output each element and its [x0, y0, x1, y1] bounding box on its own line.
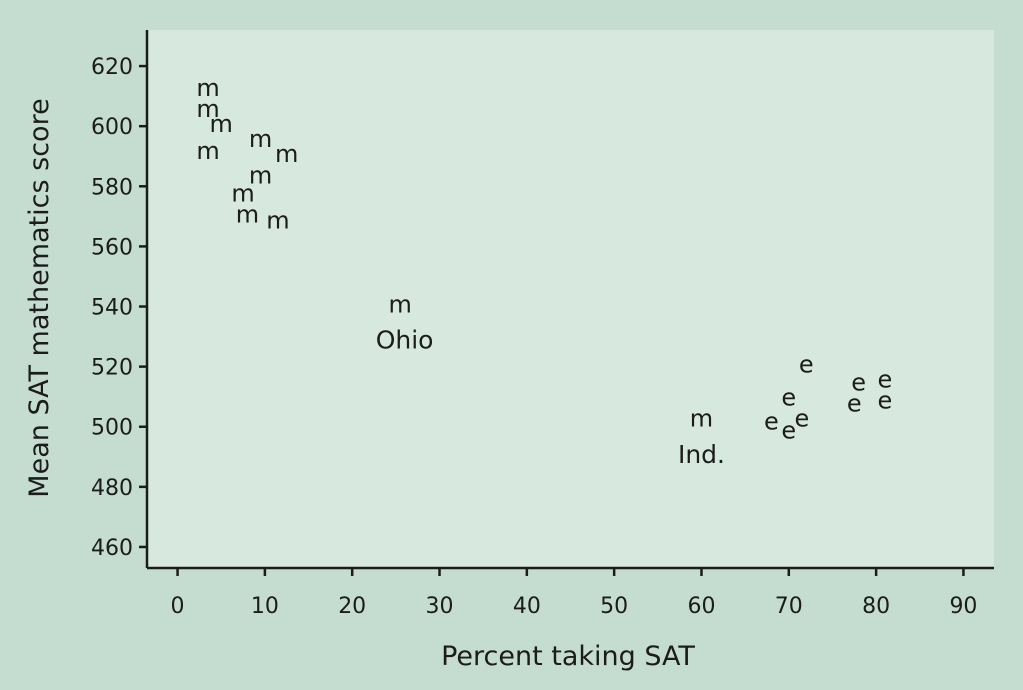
data-point-m: m — [249, 125, 272, 153]
data-point-e: e — [795, 405, 810, 433]
point-annotation: Ind. — [678, 440, 725, 469]
data-point-e: e — [764, 408, 779, 436]
data-point-e: e — [781, 417, 796, 445]
axes: 460 480 500 520 540 560 580 600 620 0 10 20 30 40 50 60… — [91, 30, 994, 619]
x-tick-label: 80 — [862, 594, 890, 619]
data-point-e: e — [799, 351, 814, 379]
y-tick-label: 520 — [91, 356, 133, 381]
y-tick-label: 480 — [91, 476, 133, 501]
x-tick-label: 0 — [171, 594, 185, 619]
data-point-m: m — [196, 74, 219, 102]
data-point-e: e — [877, 366, 892, 394]
data-point-m: m — [196, 137, 219, 165]
x-tick-label: 60 — [687, 594, 715, 619]
y-tick-label: 500 — [91, 416, 133, 441]
x-tick-label: 50 — [600, 594, 628, 619]
data-point-m: m — [389, 291, 412, 319]
x-tick-label: 40 — [513, 594, 541, 619]
point-annotation: Ohio — [376, 326, 434, 355]
data-point-m: m — [275, 140, 298, 168]
plot-area — [147, 30, 994, 568]
data-point-m: m — [249, 161, 272, 189]
y-axis-title: Mean SAT mathematics score — [24, 98, 55, 497]
y-tick-label: 580 — [91, 175, 133, 200]
x-tick-label: 70 — [775, 594, 803, 619]
y-tick-label: 560 — [91, 235, 133, 260]
y-tick-label: 620 — [91, 55, 133, 80]
data-point-e: e — [847, 390, 862, 418]
data-point-m: m — [210, 110, 233, 138]
data-point-e: e — [877, 387, 892, 415]
data-point-e: e — [851, 369, 866, 397]
data-point-m: m — [266, 206, 289, 234]
x-tick-label: 30 — [426, 594, 454, 619]
data-point-m: m — [690, 405, 713, 433]
x-tick-label: 90 — [949, 594, 977, 619]
data-point-m: m — [196, 95, 219, 123]
y-tick-label: 600 — [91, 115, 133, 140]
x-axis-title: Percent taking SAT — [441, 641, 695, 672]
y-tick-label: 460 — [91, 536, 133, 561]
y-tick-label: 540 — [91, 296, 133, 321]
data-point-m: m — [236, 200, 259, 228]
x-tick-label: 20 — [338, 594, 366, 619]
x-tick-label: 10 — [251, 594, 279, 619]
data-point-m: m — [231, 179, 254, 207]
data-point-e: e — [781, 384, 796, 412]
